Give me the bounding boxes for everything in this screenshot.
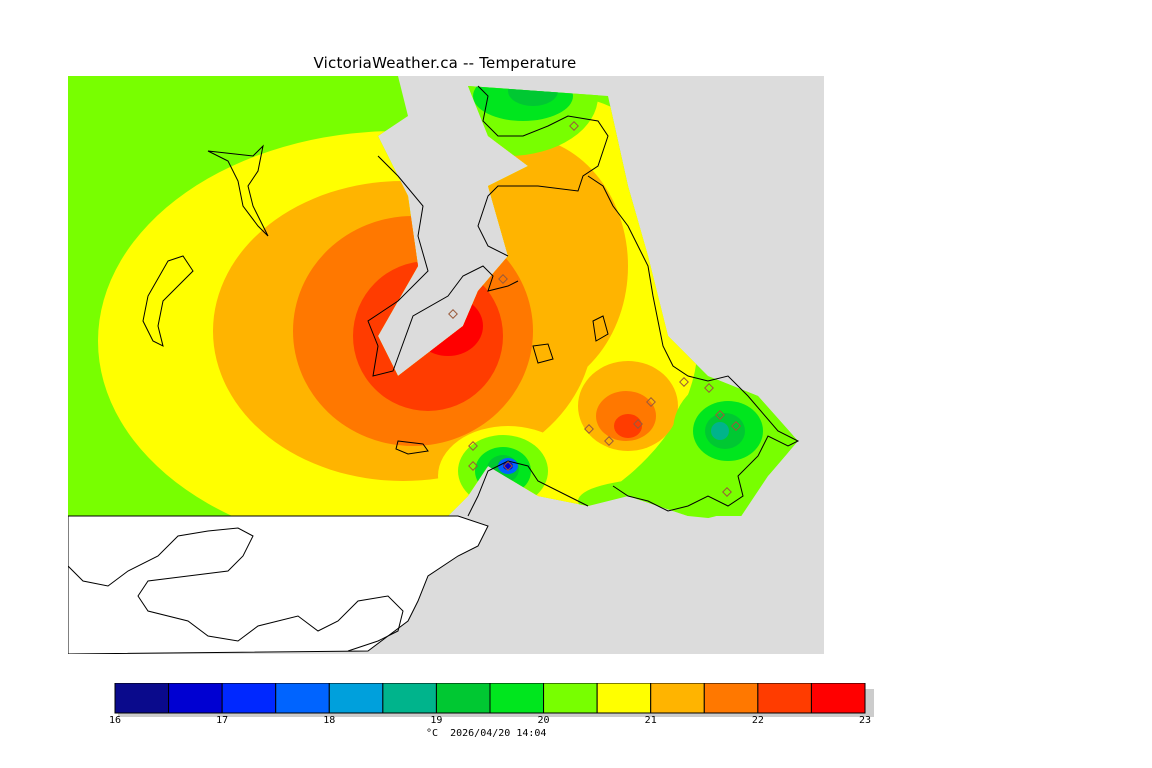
colorbar-cell [810,683,866,714]
colorbar-tick-label: 22 [751,715,764,726]
station-marker [468,441,478,451]
colorbar-tick-label: 19 [430,715,443,726]
station-marker [633,419,643,429]
island-north [207,144,269,237]
station-marker [503,461,513,471]
station-marker [569,121,579,131]
colorbar-tick-label: 16 [108,715,122,726]
station-marker [722,487,732,497]
harbour-coast [467,460,589,517]
small-island-1 [592,315,609,342]
colorbar-ticks: 16 17 18 19 20 21 22 23 [109,715,874,729]
station-marker [646,397,656,407]
colorbar-tick-label: 23 [858,715,872,726]
colorbar-tick-label: 17 [216,715,229,726]
station-marker [498,274,508,284]
colorbar-tick-label: 18 [323,715,336,726]
map-title: VictoriaWeather.ca -- Temperature [313,54,577,72]
colorbar-cell [275,683,330,714]
colorbar-cell [168,683,223,714]
unit-label: °C [426,728,439,739]
colorbar-cell [328,683,384,714]
colorbar-tick-label: 21 [644,715,657,726]
colorbar-cell [221,683,277,714]
island-west [142,255,194,347]
station-marker [679,377,689,387]
colorbar-cells [114,683,866,714]
station-marker [704,383,714,393]
station-marker [584,424,594,434]
colorbar-cell [543,683,598,714]
legend-footer: °C 2026/04/20 14:04 [426,728,546,739]
station-marker [604,436,614,446]
colorbar-cell [114,683,170,714]
colorbar-cell [757,683,812,714]
station-marker [715,410,725,420]
colorbar-tick-label: 20 [537,715,550,726]
colorbar-cell [703,683,759,714]
temperature-map [68,76,824,654]
small-island-2 [395,440,429,455]
saanich-coast [477,85,609,257]
colorbar-cell [489,683,545,714]
colorbar-cell [382,683,437,714]
station-markers [448,121,741,497]
station-marker [731,421,741,431]
colorbar-cell [596,683,652,714]
water-region [68,515,489,654]
small-island-3 [532,343,554,364]
temperature-colorbar [114,683,874,717]
timestamp: 2026/04/20 14:04 [450,728,547,739]
peninsula-coast [68,527,404,652]
station-marker [468,461,478,471]
colorbar-cell [650,683,705,714]
station-marker [448,309,458,319]
colorbar-cell [435,683,491,714]
eastern-coast [587,175,800,512]
inlet-coast [367,155,519,377]
